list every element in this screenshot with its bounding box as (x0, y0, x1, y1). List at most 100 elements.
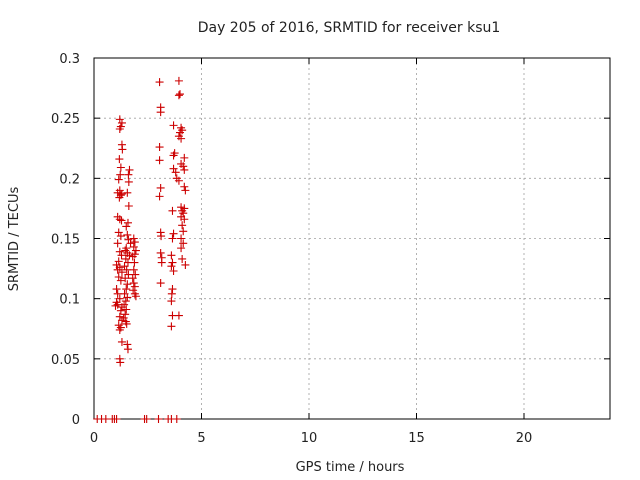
data-points (93, 76, 190, 423)
data-point (123, 340, 132, 349)
data-point (112, 285, 121, 294)
data-point (123, 293, 132, 302)
data-point (115, 193, 124, 202)
x-tick-label: 15 (408, 431, 425, 446)
data-point (155, 143, 164, 152)
data-point (156, 279, 165, 288)
data-point (155, 156, 164, 165)
data-point (174, 311, 183, 320)
data-point (123, 345, 132, 354)
data-point (172, 415, 181, 423)
data-point (124, 170, 133, 179)
data-point (155, 78, 164, 87)
data-point (115, 325, 124, 334)
y-tick-label: 0.05 (51, 353, 80, 368)
data-point (169, 164, 178, 173)
data-point (113, 239, 122, 248)
data-point (125, 251, 134, 260)
data-point (124, 177, 133, 186)
data-point (124, 202, 133, 211)
data-point (156, 248, 165, 257)
data-point (128, 252, 137, 261)
data-point (174, 91, 183, 100)
data-point (130, 282, 139, 291)
chart-title: Day 205 of 2016, SRMTID for receiver ksu… (198, 20, 501, 36)
data-point (129, 234, 138, 243)
data-point (129, 286, 138, 295)
data-point (157, 258, 166, 267)
data-point (167, 289, 176, 298)
x-tick-label: 0 (90, 431, 98, 446)
data-point (169, 121, 178, 130)
data-point (117, 268, 126, 277)
data-point (123, 230, 132, 239)
data-point (156, 108, 165, 117)
data-point (121, 274, 130, 283)
data-point (131, 292, 140, 301)
data-point (169, 151, 178, 160)
y-tick-label: 0.2 (59, 172, 80, 187)
data-point (130, 258, 139, 267)
data-point (181, 260, 190, 269)
data-point (116, 163, 125, 172)
data-point (123, 188, 132, 197)
x-axis-label: GPS time / hours (296, 460, 405, 475)
data-point (179, 162, 188, 171)
data-point (177, 134, 186, 143)
data-point (154, 415, 163, 423)
data-point (121, 310, 130, 319)
data-point (177, 234, 186, 243)
x-tick-label: 5 (197, 431, 205, 446)
data-point (115, 247, 124, 256)
data-point (169, 229, 178, 238)
data-point (121, 297, 130, 306)
data-point (112, 415, 121, 423)
data-point (130, 238, 139, 247)
data-point (168, 258, 177, 267)
data-point (178, 254, 187, 263)
data-point (174, 176, 183, 185)
y-tick-label: 0.15 (51, 233, 80, 248)
y-tick-label: 0 (72, 413, 80, 428)
y-tick-label: 0.25 (51, 112, 80, 127)
data-point (174, 76, 183, 85)
data-point (122, 285, 131, 294)
data-point (117, 337, 126, 346)
data-point (117, 251, 126, 260)
data-point (116, 232, 125, 241)
x-tick-label: 10 (301, 431, 318, 446)
data-point (115, 294, 124, 303)
data-point (123, 218, 132, 227)
data-point (176, 90, 184, 99)
data-point (167, 262, 176, 271)
data-point (155, 192, 164, 201)
data-point (156, 183, 165, 192)
data-point (114, 175, 123, 184)
data-point (122, 305, 131, 314)
data-point (142, 415, 151, 423)
data-point (116, 306, 125, 315)
data-point (125, 165, 134, 174)
data-point (179, 239, 188, 248)
data-point (115, 115, 124, 124)
data-point (117, 118, 126, 127)
axis-ticks: 0 5 10 15 20 0 0.05 0.1 0.15 0.2 0.25 0.3 (51, 52, 610, 446)
data-point (178, 221, 187, 230)
data-point (129, 279, 138, 288)
data-point (131, 246, 140, 255)
data-point (179, 227, 188, 236)
data-point (180, 182, 189, 191)
data-point (120, 300, 129, 309)
data-point (123, 280, 132, 289)
data-point (122, 319, 131, 328)
data-point (116, 170, 125, 179)
data-point (117, 216, 126, 225)
data-point (168, 206, 177, 215)
data-point (167, 251, 176, 260)
data-point (124, 270, 133, 279)
data-point (167, 297, 176, 306)
data-point (177, 244, 186, 253)
data-point (113, 289, 122, 298)
y-axis-label: SRMTID / TECUs (7, 187, 22, 292)
data-point (180, 215, 189, 224)
